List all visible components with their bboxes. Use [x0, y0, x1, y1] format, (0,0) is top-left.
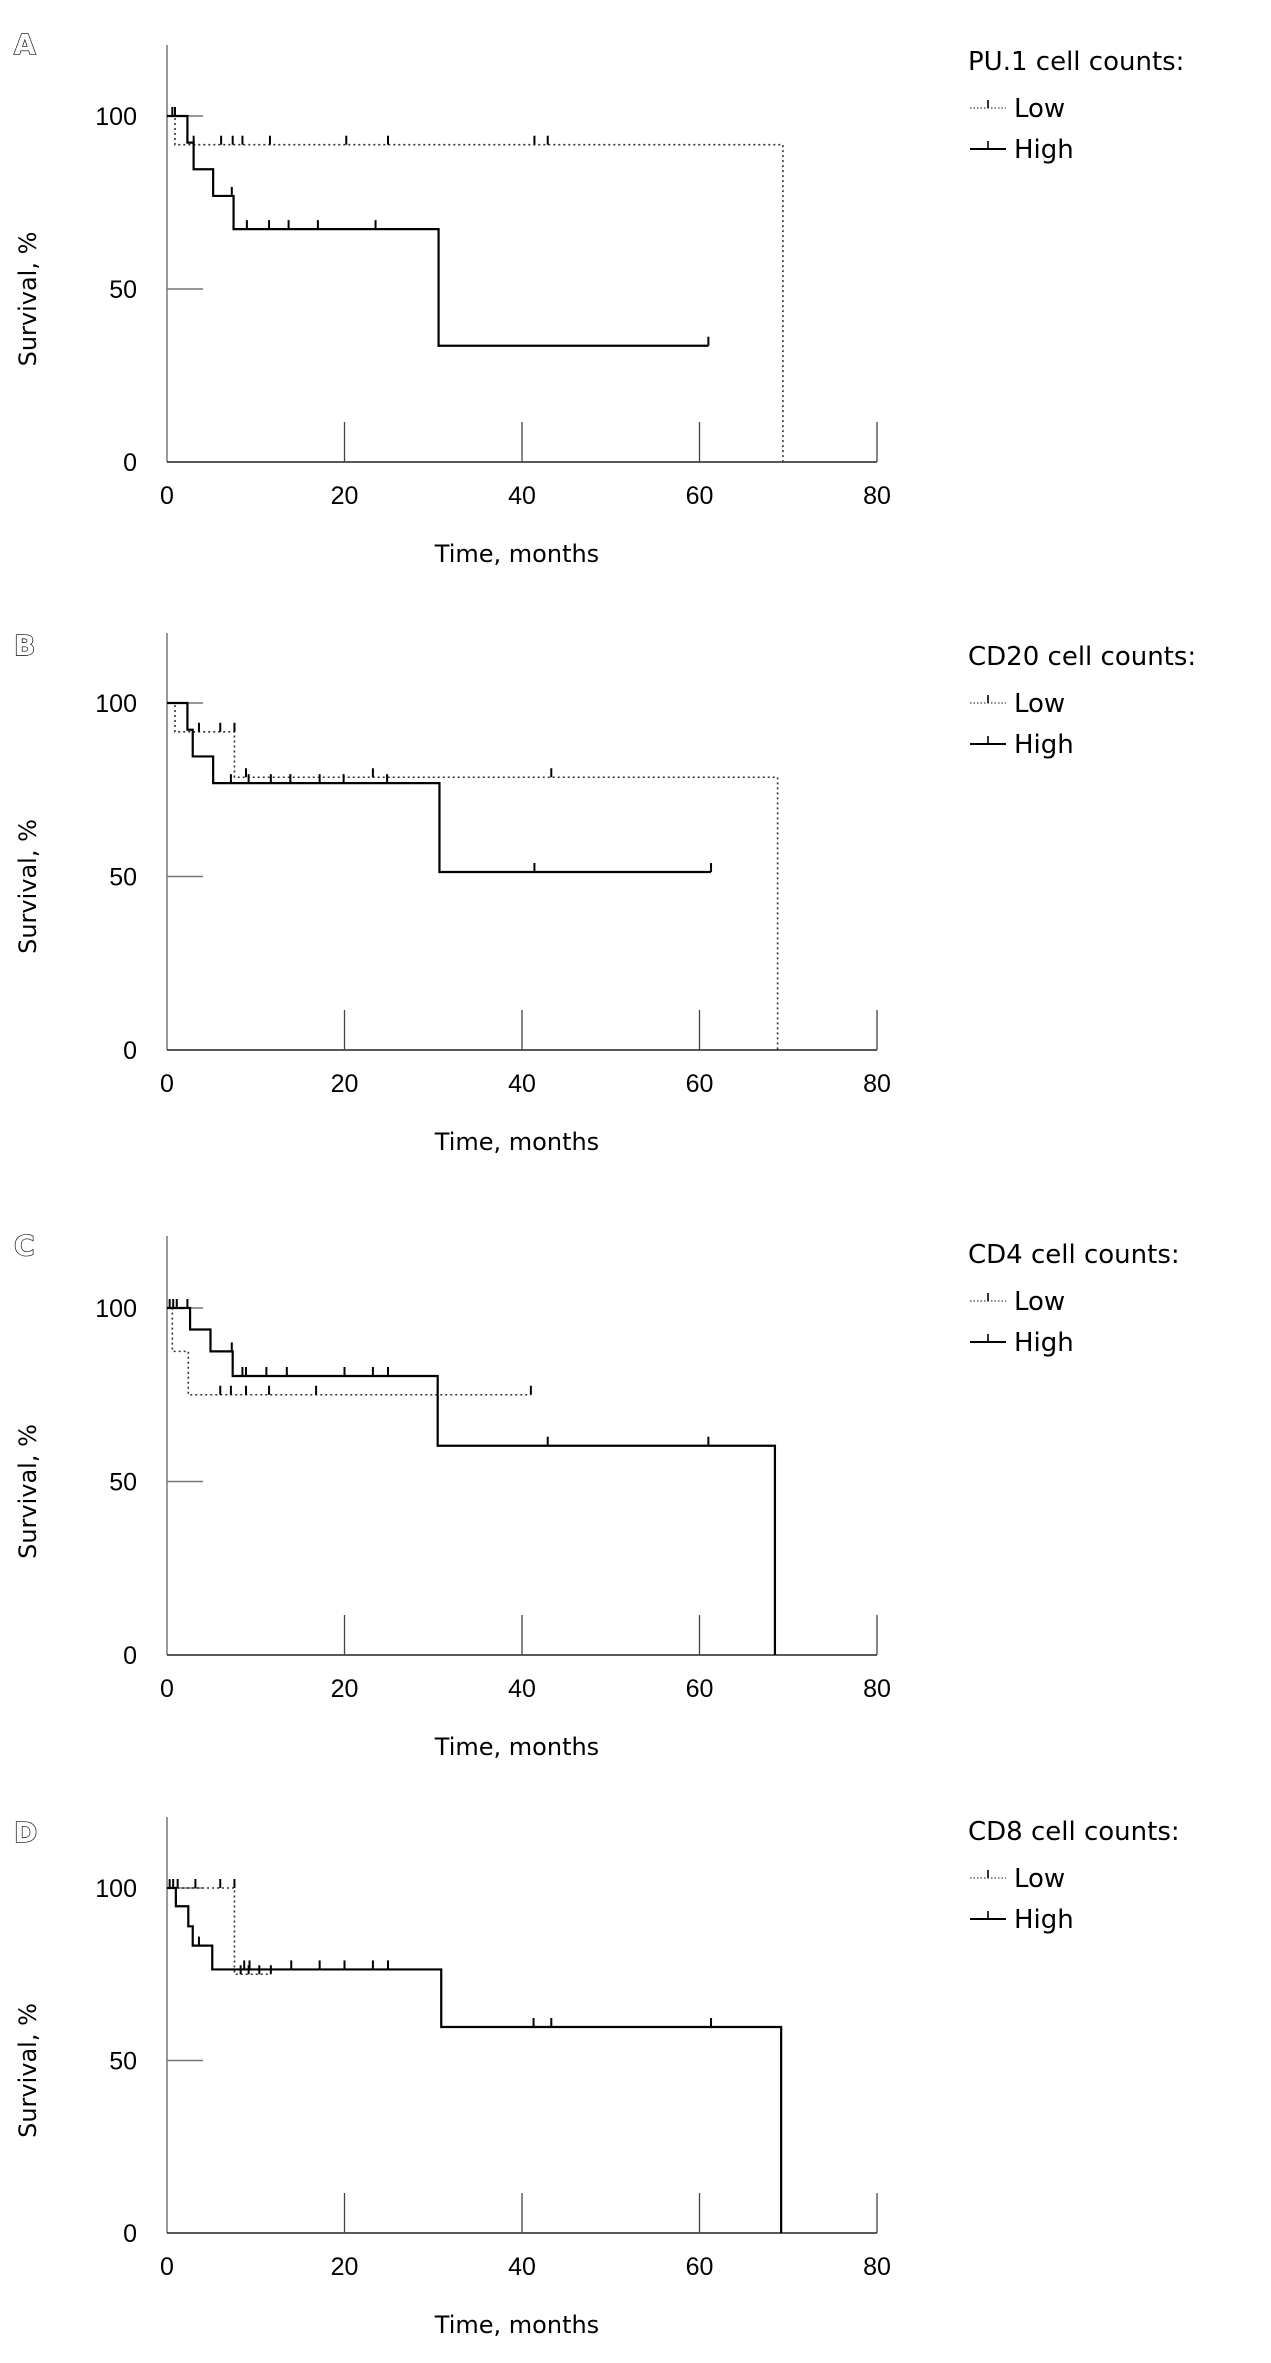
x-tick-label: 80	[863, 482, 891, 510]
panel-letter: C	[14, 1229, 35, 1262]
legend-label-low: Low	[1014, 1864, 1065, 1894]
legend-label-high: High	[1014, 1328, 1074, 1358]
x-tick-label: 60	[686, 482, 714, 510]
x-tick-label: 60	[686, 1675, 714, 1703]
panel-letter: D	[14, 1816, 37, 1849]
y-tick-label: 100	[95, 1875, 137, 1903]
x-tick-label: 60	[686, 2253, 714, 2281]
x-tick-label: 80	[863, 1070, 891, 1098]
x-tick-label: 0	[160, 482, 174, 510]
x-tick-label: 20	[331, 482, 359, 510]
series-high-line	[167, 1306, 777, 1655]
x-axis-title: Time, months	[434, 2311, 599, 2339]
panel-letter: B	[14, 629, 35, 662]
legend-label-high: High	[1014, 730, 1074, 760]
legend-title: PU.1 cell counts:	[968, 47, 1184, 77]
panel-letter: A	[14, 28, 36, 61]
y-axis-title: Survival, %	[14, 1424, 42, 1559]
panel-d: D 0 50 100 0 20 40 60 80 Time, months Survival, % C…	[13, 1815, 1180, 2339]
legend-label-low: Low	[1014, 689, 1065, 719]
series-high-line	[167, 114, 709, 347]
legend-label-high: High	[1014, 135, 1074, 165]
x-tick-label: 80	[863, 1675, 891, 1703]
y-tick-label: 50	[109, 276, 137, 304]
y-tick-label: 50	[109, 2048, 137, 2076]
y-tick-label: 50	[109, 864, 137, 892]
y-axis-title: Survival, %	[14, 232, 42, 367]
y-axis-title: Survival, %	[14, 819, 42, 954]
y-tick-label: 100	[95, 1295, 137, 1323]
panel-b: B 0 50 100 0 20 40 60 80 Time, months Survival, % C…	[13, 628, 1196, 1156]
x-tick-label: 80	[863, 2253, 891, 2281]
y-tick-label: 0	[123, 1642, 137, 1670]
legend-label-low: Low	[1014, 1287, 1065, 1317]
x-tick-label: 60	[686, 1070, 714, 1098]
x-axis-title: Time, months	[434, 1733, 599, 1761]
x-tick-label: 0	[160, 1070, 174, 1098]
legend-title: CD4 cell counts:	[968, 1240, 1180, 1270]
panel-c: C 0 50 100 0 20 40 60 80 Time, months Survival, % C…	[13, 1228, 1180, 1761]
x-tick-label: 40	[508, 2253, 536, 2281]
x-axis-title: Time, months	[434, 540, 599, 568]
y-tick-label: 0	[123, 1037, 137, 1065]
y-tick-label: 0	[123, 2220, 137, 2248]
series-high-line	[167, 1886, 783, 2233]
x-axis-title: Time, months	[434, 1128, 599, 1156]
series-high-line	[167, 701, 712, 874]
legend-label-low: Low	[1014, 94, 1065, 124]
x-tick-label: 20	[331, 2253, 359, 2281]
legend-title: CD8 cell counts:	[968, 1817, 1180, 1847]
y-tick-label: 0	[123, 449, 137, 477]
x-tick-label: 0	[160, 1675, 174, 1703]
y-tick-label: 50	[109, 1469, 137, 1497]
y-axis-title: Survival, %	[14, 2003, 42, 2138]
x-tick-label: 20	[331, 1070, 359, 1098]
x-tick-label: 40	[508, 482, 536, 510]
x-tick-label: 0	[160, 2253, 174, 2281]
y-tick-label: 100	[95, 690, 137, 718]
x-tick-label: 40	[508, 1675, 536, 1703]
legend-label-high: High	[1014, 1905, 1074, 1935]
panel-a: A 0 50 100 0 20 40 60 80 Time, months Survival, % P…	[13, 27, 1184, 568]
x-tick-label: 40	[508, 1070, 536, 1098]
series-low-line	[167, 1887, 271, 1976]
series-low-line	[167, 702, 779, 1050]
x-tick-label: 20	[331, 1675, 359, 1703]
series-low-line	[167, 115, 784, 462]
legend-title: CD20 cell counts:	[968, 642, 1196, 672]
y-tick-label: 100	[95, 103, 137, 131]
